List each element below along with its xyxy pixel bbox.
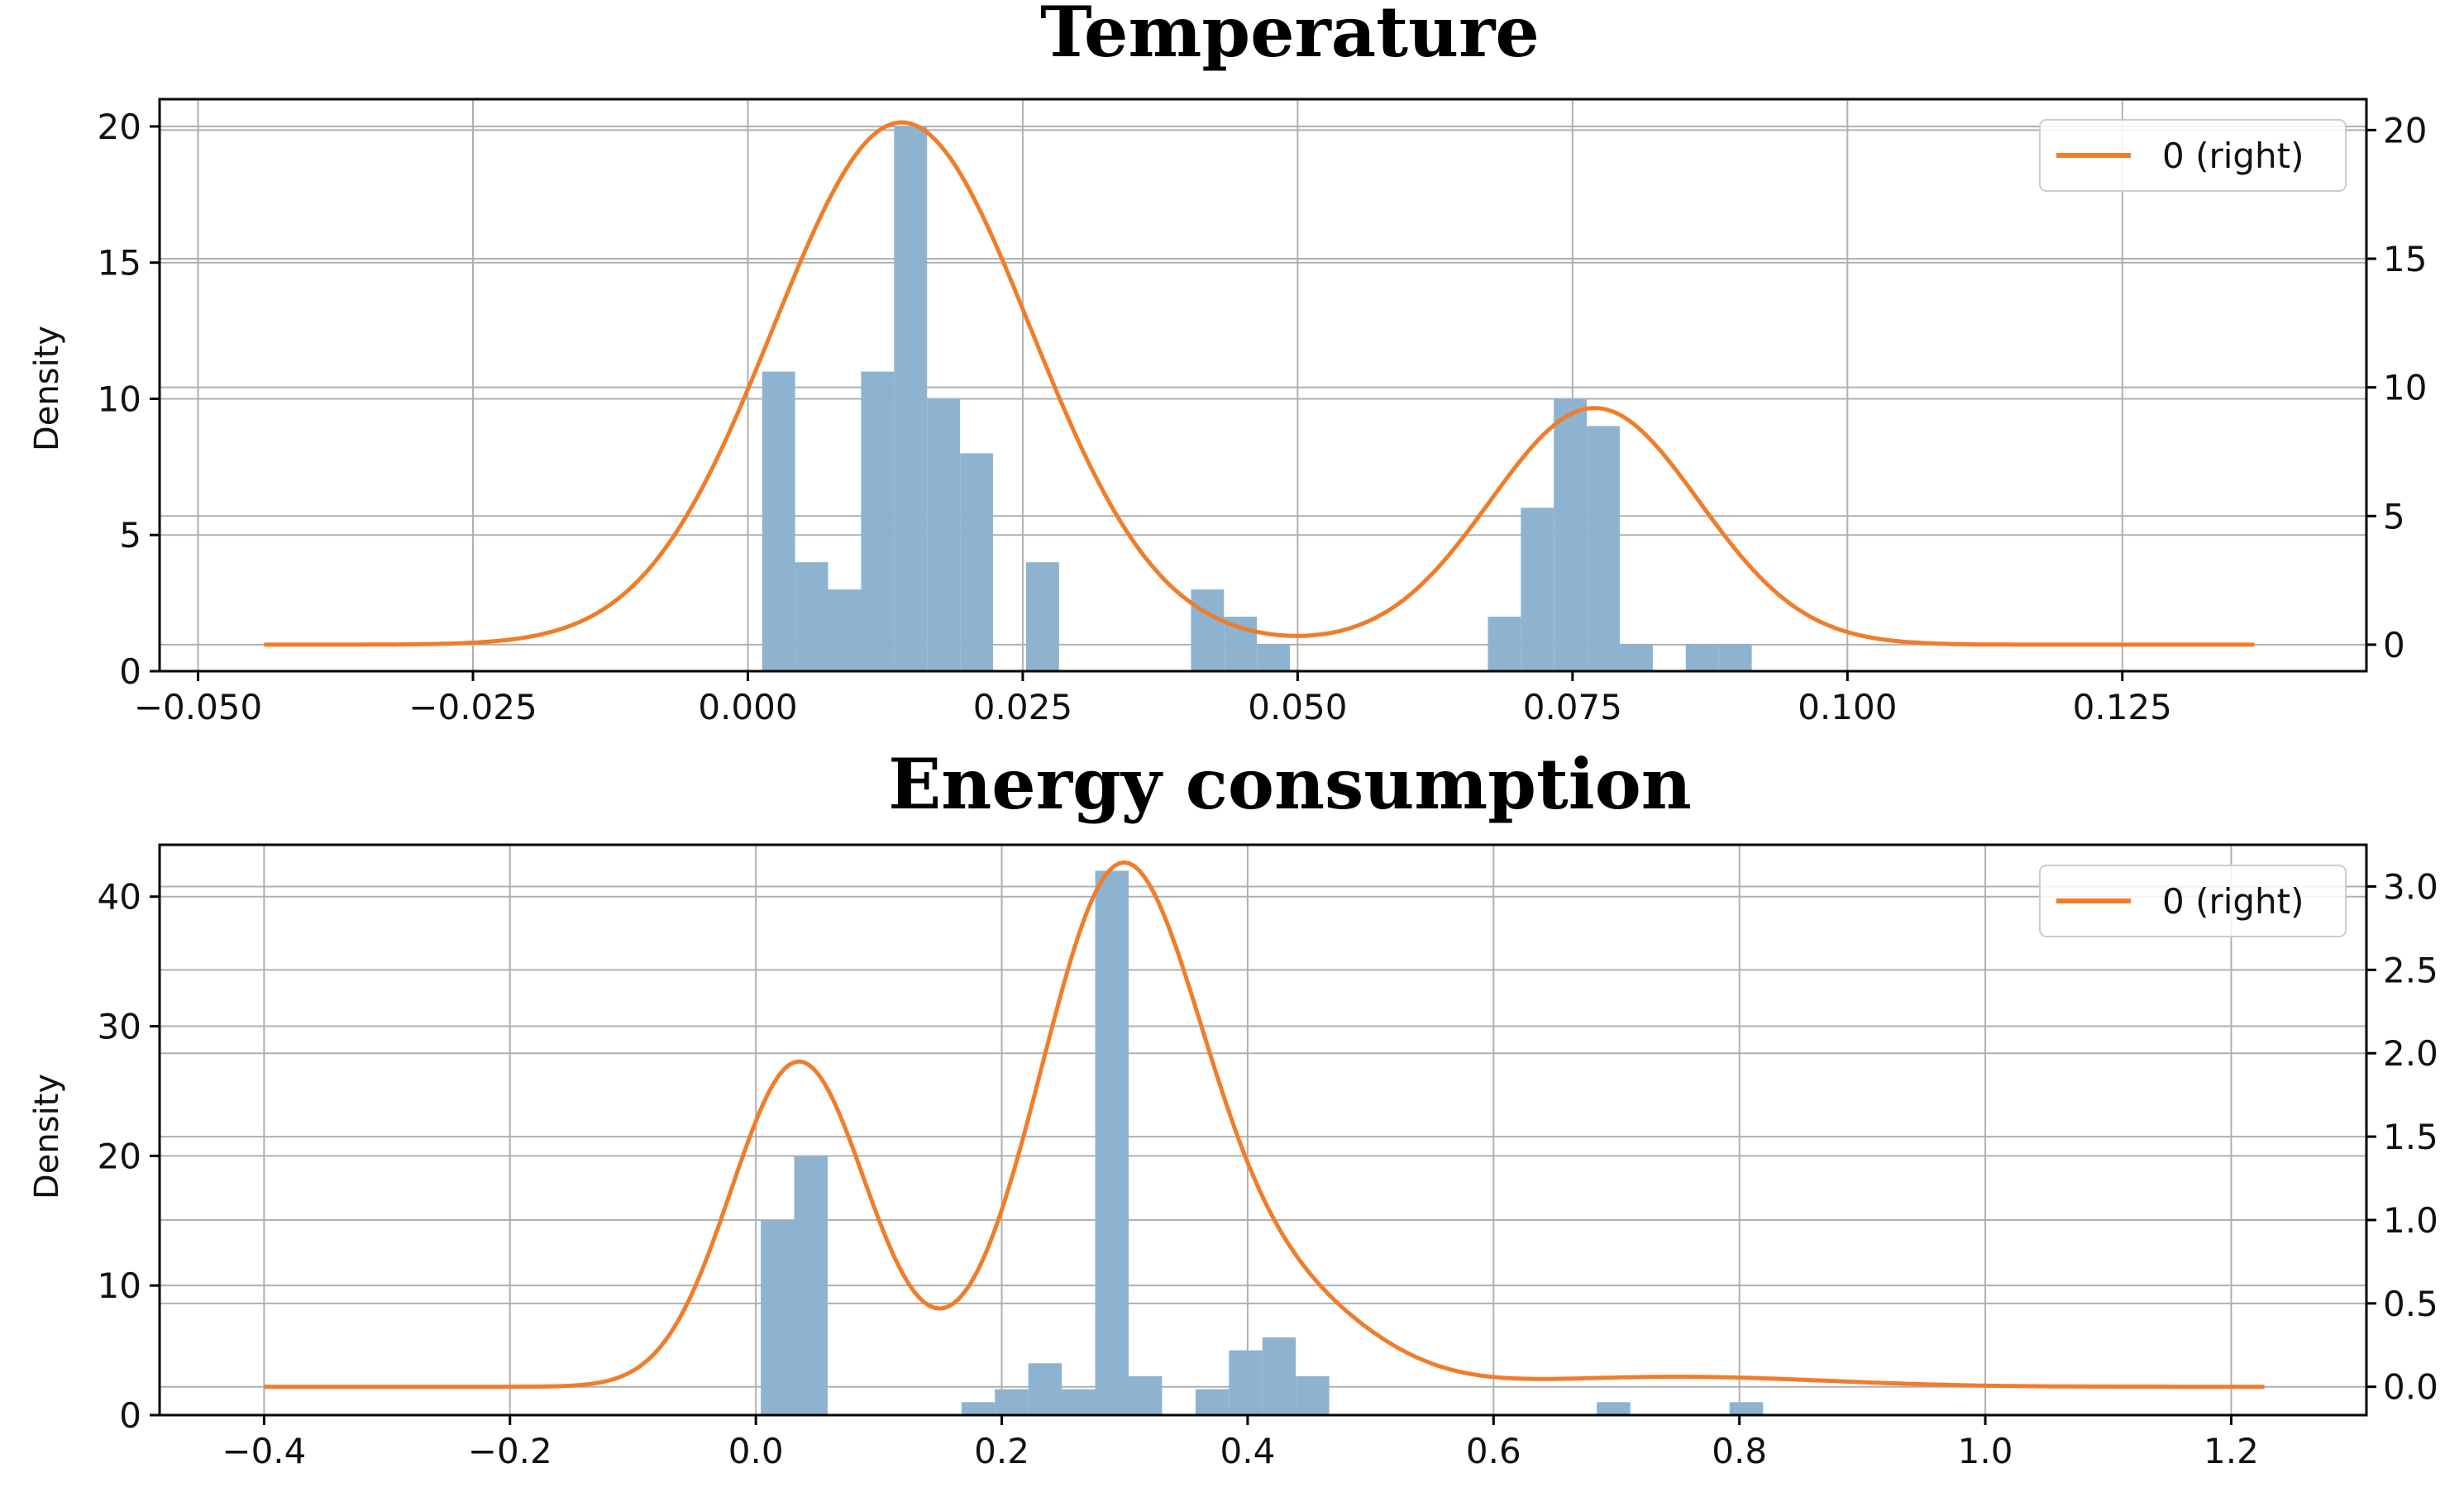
histogram-bar: [1729, 1402, 1764, 1415]
x-tick-label: −0.025: [408, 687, 537, 727]
histogram-bar: [1191, 589, 1225, 671]
panel-energy-consumption: Energy consumption Density −0.4 −0.2 0.0 0.…: [28, 743, 2438, 1471]
x-tick-label: 0.8: [1712, 1431, 1767, 1471]
histogram-bar: [894, 126, 928, 671]
x-tick-label: 0.6: [1466, 1431, 1521, 1471]
y-tick-label-left: 0: [119, 651, 141, 692]
x-tick-label: −0.4: [222, 1431, 306, 1471]
histogram-bar: [1487, 617, 1521, 671]
histogram-bar: [927, 398, 961, 671]
y-tick-label-left: 10: [98, 1266, 141, 1306]
y-tick-label-right: 3.0: [2383, 866, 2438, 907]
y-tick-label-right: 0: [2383, 625, 2405, 665]
histogram-bar: [1028, 1363, 1062, 1415]
y-tick-label-left: 5: [119, 515, 141, 555]
histogram-bar: [1685, 644, 1719, 671]
y-tick-label-right: 0.0: [2383, 1367, 2438, 1408]
y-tick-label-right: 0.5: [2383, 1284, 2438, 1324]
kde-line: [264, 860, 2265, 1390]
legend: 0 (right): [2039, 119, 2347, 192]
x-tick-label: 0.2: [974, 1431, 1029, 1471]
histogram-bar: [1095, 870, 1129, 1415]
histogram-bar: [1025, 562, 1059, 671]
x-tick-label: 0.000: [698, 687, 797, 727]
chart-title: Energy consumption: [888, 743, 1692, 825]
histogram-bar: [1128, 1375, 1163, 1415]
histogram-bar: [961, 1402, 996, 1415]
histogram-bar: [1262, 1337, 1296, 1415]
legend-label: 0 (right): [2162, 136, 2304, 176]
y-tick-label-left: 10: [98, 379, 141, 419]
histogram-bar: [1597, 1402, 1631, 1415]
x-tick-label: 1.0: [1958, 1431, 2013, 1471]
histogram-bar: [794, 1156, 828, 1415]
x-tick-label: 0.125: [2073, 687, 2172, 727]
histogram-bar: [1718, 644, 1752, 671]
histogram-bar: [1620, 644, 1653, 671]
y-tick-label-right: 10: [2383, 368, 2427, 408]
histogram-bar: [1296, 1375, 1330, 1415]
histogram-bar: [762, 371, 795, 671]
y-tick-label-right: 15: [2383, 239, 2427, 279]
x-tick-label: −0.050: [134, 687, 262, 727]
x-tick-label: 0.100: [1798, 687, 1897, 727]
x-tick-label: 0.4: [1220, 1431, 1276, 1471]
panel-temperature: Temperature Density −0.050 −0.025 0.000 0.0…: [28, 0, 2427, 727]
y-tick-label-right: 1.0: [2383, 1200, 2438, 1241]
legend: 0 (right): [2039, 865, 2347, 937]
histogram-bar: [1587, 426, 1621, 671]
kde-line: [264, 120, 2255, 647]
y-tick-label-right: 5: [2383, 496, 2405, 536]
legend-box: [2039, 119, 2347, 192]
x-tick-label: 0.025: [973, 687, 1072, 727]
x-tick-label: 0.050: [1248, 687, 1347, 727]
histogram-bar: [828, 589, 862, 671]
histogram-bar: [761, 1220, 795, 1415]
grid: [160, 99, 2366, 672]
histogram-bar: [861, 371, 895, 671]
plot-frame: [158, 843, 2368, 1417]
histogram: [761, 870, 1764, 1415]
chart-title: Temperature: [1040, 0, 1540, 73]
y-tick-label-right: 20: [2383, 110, 2427, 150]
y-tick-label-right: 1.5: [2383, 1117, 2438, 1157]
grid: [160, 845, 2366, 1416]
histogram-bar: [1521, 508, 1554, 671]
y-tick-label-right: 2.0: [2383, 1033, 2438, 1074]
y-tick-label-left: 40: [98, 877, 141, 918]
y-axis-label: Density: [28, 1074, 66, 1199]
histogram: [762, 126, 1752, 671]
histogram-bar: [795, 562, 828, 671]
y-axis-label: Density: [28, 326, 66, 451]
x-tick-label: 0.075: [1523, 687, 1622, 727]
histogram-bar: [1229, 1350, 1263, 1415]
x-tick-label: 0.0: [728, 1431, 784, 1471]
x-tick-label: −0.2: [468, 1431, 552, 1471]
histogram-bar: [1554, 398, 1588, 671]
y-tick-label-left: 15: [98, 243, 141, 284]
y-tick-label-left: 20: [98, 107, 141, 147]
plot-frame: [158, 98, 2368, 673]
legend-box: [2039, 865, 2347, 937]
x-tick-label: 1.2: [2204, 1431, 2259, 1471]
y-tick-label-right: 2.5: [2383, 950, 2438, 990]
y-tick-label-left: 0: [119, 1395, 141, 1436]
histogram-bar: [1257, 644, 1291, 671]
y-tick-label-left: 20: [98, 1136, 141, 1176]
histogram-bar: [1062, 1389, 1096, 1415]
y-tick-label-left: 30: [98, 1007, 141, 1047]
histogram-bar: [960, 453, 994, 671]
histogram-bar: [1195, 1389, 1230, 1415]
histogram-bar: [995, 1389, 1029, 1415]
legend-label: 0 (right): [2162, 881, 2304, 922]
